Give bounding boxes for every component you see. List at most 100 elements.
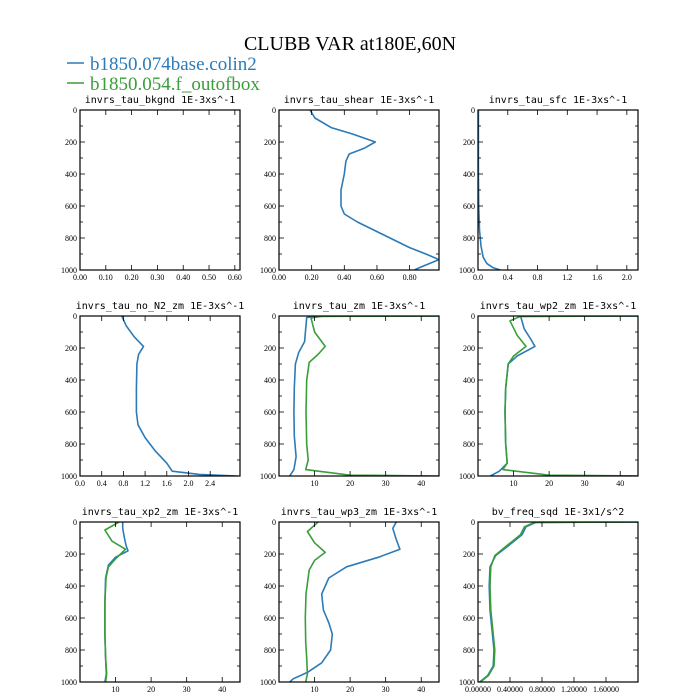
x-tick-label: 0.0 [75, 479, 85, 488]
y-tick-label: 800 [463, 440, 475, 449]
legend: b1850.074base.colin2 b1850.054.f_outofbo… [67, 54, 260, 95]
x-tick-label: 0.80 [403, 273, 417, 282]
y-tick-label: 0 [73, 518, 77, 527]
y-tick-label: 800 [264, 234, 276, 243]
y-tick-label: 600 [65, 202, 77, 211]
x-tick-label: 10 [112, 685, 120, 694]
y-tick-label: 400 [463, 376, 475, 385]
y-tick-label: 1000 [61, 472, 77, 481]
y-tick-label: 0 [73, 312, 77, 321]
y-tick-label: 600 [463, 202, 475, 211]
plot-frame [477, 521, 639, 683]
x-tick-label: 0.60 [370, 273, 384, 282]
y-tick-label: 200 [65, 550, 77, 559]
y-tick-label: 200 [264, 138, 276, 147]
x-tick-label: 0.40000 [497, 685, 523, 694]
x-tick-label: 0.80000 [529, 685, 555, 694]
y-tick-label: 200 [463, 138, 475, 147]
panel-6: invrs_tau_wp2_zm 1E-3xs^-1 0 200 400 600 800 1… [459, 301, 639, 488]
x-tick-label: 30 [382, 685, 390, 694]
x-tick-label: 2.4 [205, 479, 215, 488]
y-tick-label: 600 [264, 202, 276, 211]
x-tick-label: 10 [510, 479, 518, 488]
x-tick-label: 30 [581, 479, 589, 488]
y-tick-label: 1000 [260, 266, 276, 275]
series-line [478, 110, 501, 270]
x-tick-label: 1.20000 [561, 685, 587, 694]
legend-label-2: b1850.054.f_outofbox [90, 74, 260, 95]
y-tick-label: 0 [272, 518, 276, 527]
panel-title: invrs_tau_no_N2_zm 1E-3xs^-1 [76, 301, 245, 312]
x-tick-label: 0.30 [150, 273, 164, 282]
y-tick-label: 1000 [459, 266, 475, 275]
x-tick-label: 0.8 [118, 479, 128, 488]
x-tick-label: 0.4 [97, 479, 107, 488]
y-tick-label: 800 [65, 234, 77, 243]
series-line [309, 110, 439, 270]
x-tick-label: 10 [311, 685, 319, 694]
x-tick-label: 1.6 [162, 479, 172, 488]
x-tick-label: 40 [417, 685, 425, 694]
y-tick-label: 0 [272, 106, 276, 115]
panel-title: invrs_tau_shear 1E-3xs^-1 [284, 95, 435, 106]
series-line [479, 522, 638, 682]
x-tick-label: 20 [147, 685, 155, 694]
y-tick-label: 800 [65, 440, 77, 449]
legend-label-1: b1850.074base.colin2 [90, 54, 257, 75]
panel-title: invrs_tau_xp2_zm 1E-3xs^-1 [82, 507, 239, 518]
plot-frame [477, 315, 639, 477]
x-tick-label: 0.00 [73, 273, 87, 282]
y-tick-label: 800 [463, 234, 475, 243]
y-tick-label: 600 [463, 408, 475, 417]
x-tick-label: 30 [382, 479, 390, 488]
y-tick-label: 800 [264, 440, 276, 449]
series-line [104, 522, 127, 682]
plot-frame [278, 315, 440, 477]
y-tick-label: 0 [272, 312, 276, 321]
panel-title: bv_freq_sqd 1E-3x1/s^2 [492, 507, 624, 518]
panel-title: invrs_tau_zm 1E-3xs^-1 [293, 301, 425, 312]
x-tick-label: 30 [183, 685, 191, 694]
panel-title: invrs_tau_sfc 1E-3xs^-1 [489, 95, 627, 106]
panel-7: invrs_tau_xp2_zm 1E-3xs^-1 0 200 400 600 800 1… [61, 507, 241, 694]
y-tick-label: 0 [73, 106, 77, 115]
x-tick-label: 0.40 [176, 273, 190, 282]
y-tick-label: 1000 [459, 678, 475, 687]
panels-grid: invrs_tau_bkgnd 1E-3xs^-1020040060080010… [61, 95, 639, 694]
panel-3: invrs_tau_sfc 1E-3xs^-1 0 200 400 600 800 1000… [459, 95, 639, 282]
panel-title: invrs_tau_bkgnd 1E-3xs^-1 [85, 95, 236, 106]
y-tick-label: 200 [463, 344, 475, 353]
x-tick-label: 0.50 [202, 273, 216, 282]
plot-frame [278, 109, 440, 271]
series-line [490, 316, 638, 476]
y-tick-label: 600 [264, 408, 276, 417]
y-tick-label: 1000 [260, 472, 276, 481]
x-tick-label: 0.00 [272, 273, 286, 282]
y-tick-label: 800 [65, 646, 77, 655]
plot-frame [79, 521, 241, 683]
y-tick-label: 800 [264, 646, 276, 655]
x-tick-label: 40 [417, 479, 425, 488]
y-tick-label: 0 [471, 106, 475, 115]
x-tick-label: 10 [311, 479, 319, 488]
y-tick-label: 200 [264, 550, 276, 559]
x-tick-label: 0.00000 [465, 685, 491, 694]
y-tick-label: 0 [471, 312, 475, 321]
x-tick-label: 20 [545, 479, 553, 488]
panel-9: bv_freq_sqd 1E-3x1/s^2020040060080010000… [459, 507, 639, 694]
y-tick-label: 200 [65, 138, 77, 147]
series-line [289, 316, 439, 476]
y-tick-label: 400 [463, 170, 475, 179]
y-tick-label: 800 [463, 646, 475, 655]
panel-4: invrs_tau_no_N2_zm 1E-3xs^-10 200 400 600 80… [61, 301, 244, 488]
y-tick-label: 1000 [260, 678, 276, 687]
figure-title: CLUBB VAR at180E,60N [244, 33, 456, 55]
plot-frame [79, 315, 241, 477]
series-line [304, 522, 326, 682]
x-tick-label: 1.6 [592, 273, 602, 282]
x-tick-label: 20 [346, 685, 354, 694]
plot-frame [79, 109, 241, 271]
x-tick-label: 40 [616, 479, 624, 488]
panel-title: invrs_tau_wp3_zm 1E-3xs^-1 [281, 507, 438, 518]
